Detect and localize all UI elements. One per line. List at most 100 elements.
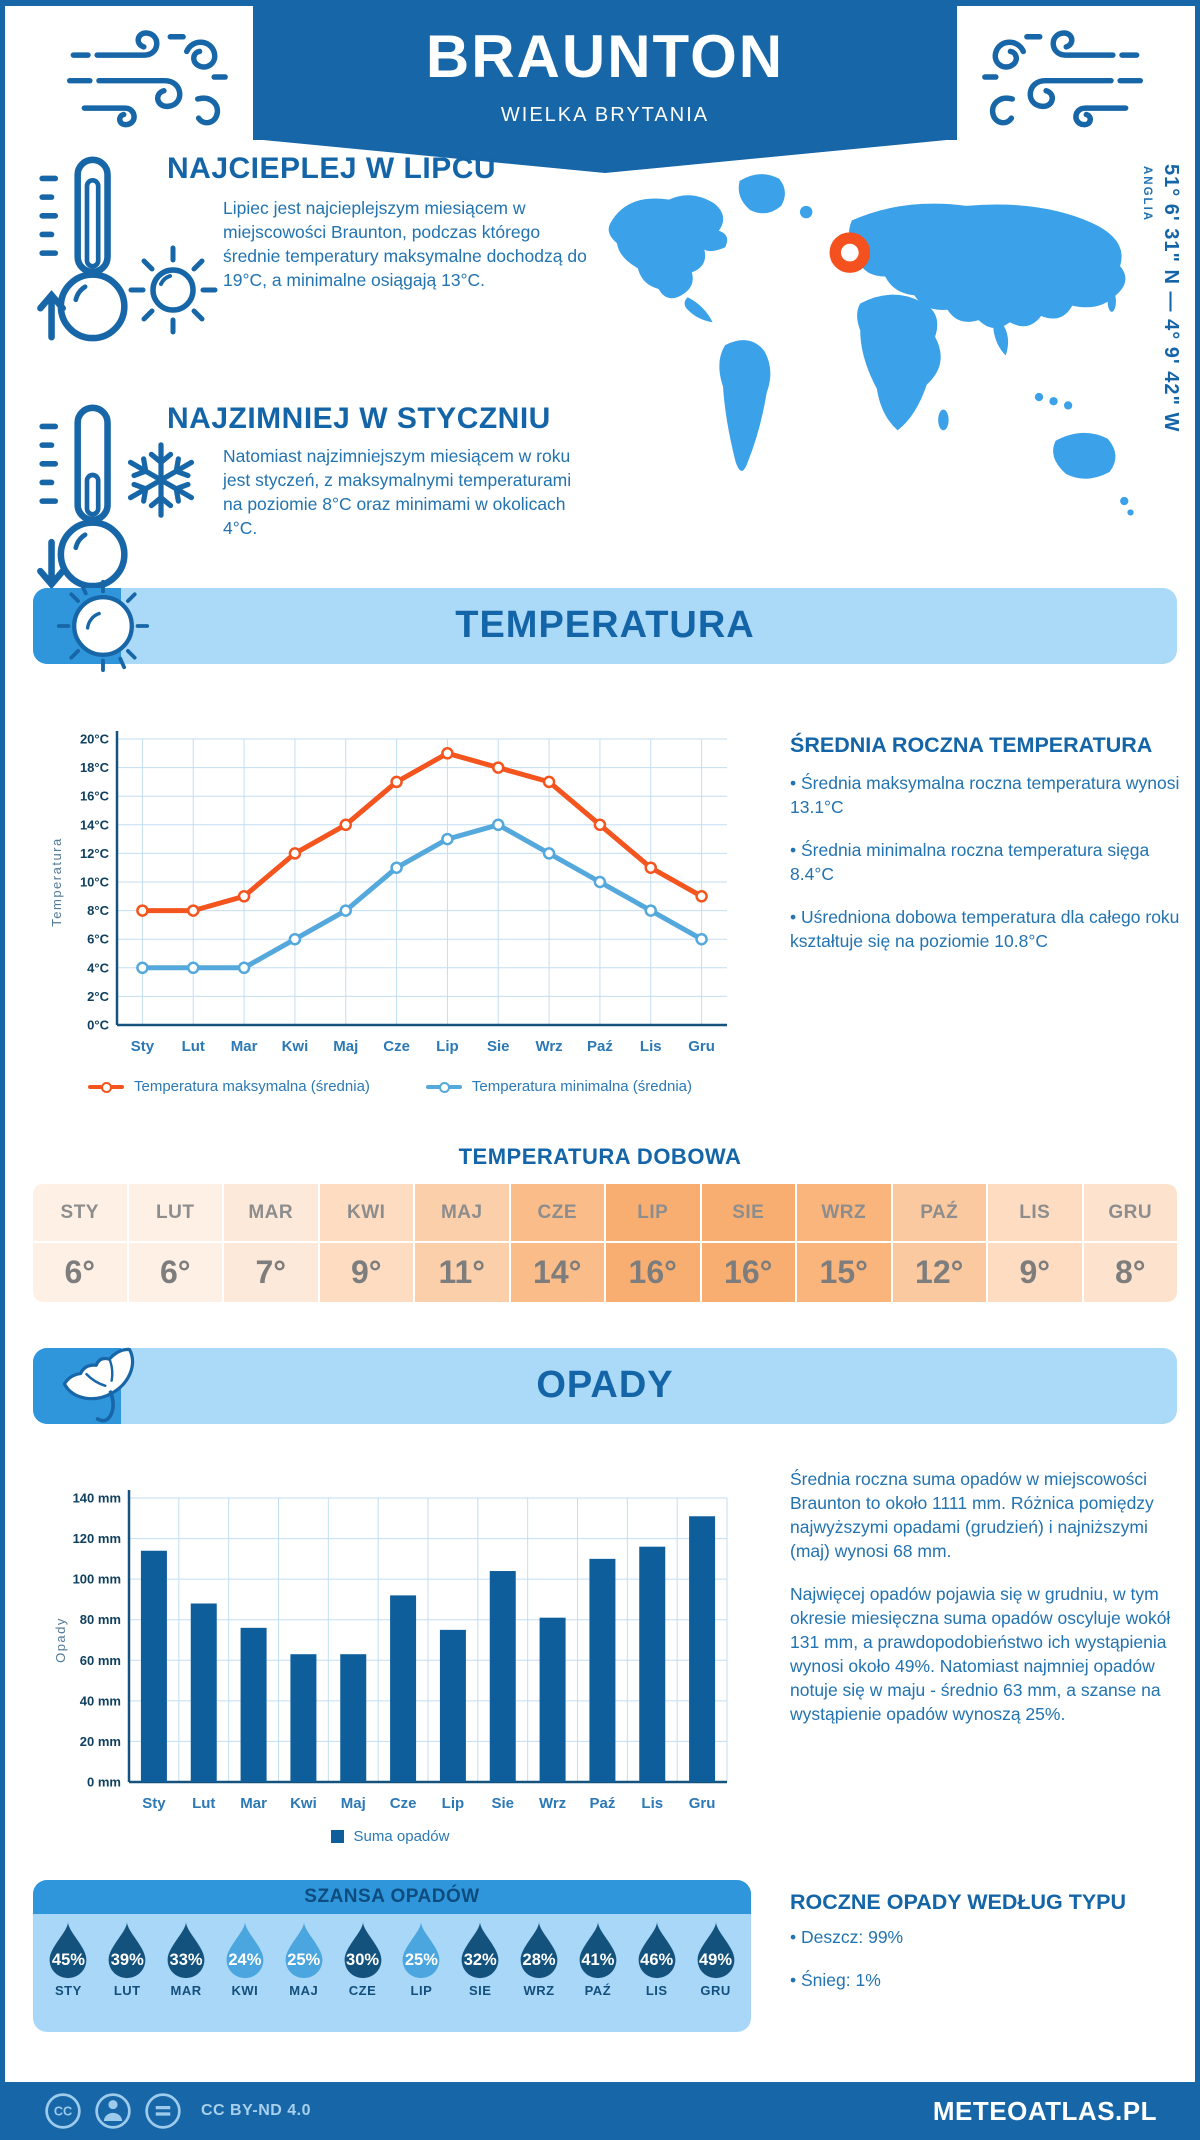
svg-text:Lip: Lip bbox=[436, 1038, 459, 1055]
svg-text:6°C: 6°C bbox=[87, 932, 109, 947]
daily-temp-column: CZE 14° bbox=[510, 1184, 604, 1302]
daily-temp-value: 9° bbox=[988, 1243, 1082, 1302]
precip-chance-month: GRU bbox=[700, 1983, 731, 1998]
svg-text:140 mm: 140 mm bbox=[73, 1491, 121, 1506]
svg-text:Lut: Lut bbox=[182, 1038, 205, 1055]
daily-temp-month: LIP bbox=[606, 1184, 700, 1241]
droplet-icon bbox=[461, 1921, 499, 1979]
precip-chance-droplets: 45% STY 39% LUT 33% MAR 24% KWI 25% MAJ 30% CZE 25% L… bbox=[39, 1920, 745, 1998]
svg-text:Kwi: Kwi bbox=[282, 1038, 309, 1055]
daily-temp-month: PAŹ bbox=[892, 1184, 986, 1241]
no-derivatives-icon bbox=[145, 2093, 181, 2129]
droplet-icon bbox=[344, 1921, 381, 1979]
svg-text:Gru: Gru bbox=[689, 1795, 716, 1812]
droplet-icon bbox=[285, 1921, 323, 1979]
daily-temp-month: STY bbox=[33, 1184, 127, 1241]
precip-chance-item: 28% WRZ bbox=[510, 1920, 569, 1998]
daily-temp-value: 7° bbox=[224, 1243, 318, 1302]
daily-temp-column: MAJ 11° bbox=[415, 1184, 509, 1302]
svg-text:2°C: 2°C bbox=[87, 989, 109, 1004]
precip-chance-month: CZE bbox=[348, 1983, 377, 1998]
svg-text:Sty: Sty bbox=[131, 1038, 155, 1055]
legend-item: Temperatura maksymalna (średnia) bbox=[87, 1078, 370, 1095]
precip-chance-value: 32% bbox=[463, 1951, 497, 1969]
sun-icon bbox=[128, 245, 218, 335]
droplet-icon bbox=[520, 1921, 558, 1979]
daily-temp-month: KWI bbox=[319, 1184, 413, 1241]
precip-chance-month: WRZ bbox=[523, 1983, 555, 1998]
daily-temp-month: MAR bbox=[224, 1184, 318, 1241]
precip-chance-item: 30% CZE bbox=[333, 1920, 392, 1998]
warmest-text: Lipiec jest najcieplejszym miesiącem w m… bbox=[223, 198, 587, 291]
svg-text:0°C: 0°C bbox=[87, 1018, 109, 1033]
svg-text:40 mm: 40 mm bbox=[80, 1693, 121, 1708]
daily-temp-column: LIP 16° bbox=[606, 1184, 700, 1302]
precip-types-title: ROCZNE OPADY WEDŁUG TYPU bbox=[790, 1890, 1127, 1914]
precip-chance-item: 39% LUT bbox=[98, 1920, 157, 1998]
svg-text:10°C: 10°C bbox=[80, 875, 110, 890]
legend-item: Temperatura minimalna (średnia) bbox=[425, 1078, 692, 1095]
svg-text:4°C: 4°C bbox=[87, 960, 109, 975]
daily-temp-column: PAŹ 12° bbox=[892, 1184, 986, 1302]
page-subtitle: WIELKA BRYTANIA bbox=[500, 104, 710, 126]
svg-text:Temperatura: Temperatura bbox=[49, 837, 64, 926]
location-marker bbox=[829, 232, 871, 273]
svg-text:Maj: Maj bbox=[341, 1795, 366, 1812]
daily-temp-column: LUT 6° bbox=[128, 1184, 222, 1302]
precip-chance-item: 45% STY bbox=[39, 1920, 98, 1998]
svg-text:100 mm: 100 mm bbox=[73, 1572, 121, 1587]
precipitation-chart-legend: Suma opadów bbox=[45, 1828, 735, 1845]
legend-label: Temperatura maksymalna (średnia) bbox=[133, 1078, 370, 1095]
droplet-icon bbox=[167, 1921, 205, 1979]
precip-chance-item: 25% LIP bbox=[392, 1920, 451, 1998]
daily-temp-column: KWI 9° bbox=[319, 1184, 413, 1302]
svg-text:Mar: Mar bbox=[240, 1795, 267, 1812]
precip-chance-month: SIE bbox=[468, 1983, 492, 1998]
legend-item: Suma opadów bbox=[330, 1828, 450, 1845]
daily-temp-value: 14° bbox=[510, 1243, 604, 1302]
daily-temp-column: LIS 9° bbox=[988, 1184, 1082, 1302]
svg-text:14°C: 14°C bbox=[80, 817, 110, 832]
svg-text:Wrz: Wrz bbox=[535, 1038, 562, 1055]
daily-temp-month: LIS bbox=[988, 1184, 1082, 1241]
precip-chance-title: SZANSA OPADÓW bbox=[33, 1880, 751, 1914]
precip-chance-month: MAJ bbox=[289, 1983, 319, 1998]
svg-text:120 mm: 120 mm bbox=[73, 1531, 121, 1546]
temperature-line-chart: 0°C 2°C 4°C 6°C 8°C 10°C 12°C 14°C 16°C 18°C 20°C S… bbox=[49, 731, 727, 1055]
svg-text:Cze: Cze bbox=[390, 1795, 417, 1812]
legend-label: Suma opadów bbox=[353, 1828, 450, 1845]
precip-chance-value: 24% bbox=[228, 1951, 262, 1969]
license-group: CC CC BY-ND 4.0 bbox=[43, 2091, 311, 2131]
precip-chance-item: 46% LIS bbox=[627, 1920, 686, 1998]
svg-text:Wrz: Wrz bbox=[539, 1795, 566, 1812]
daily-temp-column: GRU 8° bbox=[1083, 1184, 1177, 1302]
wind-icon bbox=[66, 30, 228, 128]
precipitation-section-banner: OPADY bbox=[33, 1347, 1177, 1424]
warmest-title: NAJCIEPLEJ W LIPCU bbox=[167, 152, 497, 185]
bullet-item: • Średnia maksymalna roczna temperatura … bbox=[790, 773, 1180, 817]
precip-chance-item: 41% PAŹ bbox=[568, 1920, 627, 1998]
world-map bbox=[608, 174, 1134, 516]
precipitation-bar-chart: 0 mm 20 mm 40 mm 60 mm 80 mm 100 mm 120 mm 140 … bbox=[53, 1490, 728, 1812]
temperature-section-title: TEMPERATURA bbox=[455, 604, 755, 646]
daily-temp-month: GRU bbox=[1083, 1184, 1177, 1241]
precip-chance-item: 33% MAR bbox=[157, 1920, 216, 1998]
page-title: BRAUNTON bbox=[425, 23, 785, 90]
droplet-icon bbox=[697, 1921, 734, 1979]
svg-text:80 mm: 80 mm bbox=[80, 1612, 121, 1627]
droplet-icon bbox=[50, 1921, 87, 1979]
precipitation-paragraph: Średnia roczna suma opadów w miejscowośc… bbox=[790, 1469, 1154, 1561]
svg-text:Mar: Mar bbox=[231, 1038, 258, 1055]
svg-text:0 mm: 0 mm bbox=[87, 1775, 121, 1790]
svg-text:Sie: Sie bbox=[487, 1038, 510, 1055]
precip-chance-value: 25% bbox=[287, 1951, 321, 1969]
svg-text:8°C: 8°C bbox=[87, 903, 109, 918]
umbrella-icon bbox=[62, 1347, 135, 1423]
daily-temp-month: WRZ bbox=[797, 1184, 891, 1241]
precip-chance-month: MAR bbox=[170, 1983, 202, 1998]
precip-chance-value: 46% bbox=[640, 1951, 674, 1969]
precip-chance-month: KWI bbox=[231, 1983, 259, 1998]
precip-chance-value: 30% bbox=[346, 1951, 380, 1969]
daily-temp-title: TEMPERATURA DOBOWA bbox=[458, 1144, 742, 1169]
